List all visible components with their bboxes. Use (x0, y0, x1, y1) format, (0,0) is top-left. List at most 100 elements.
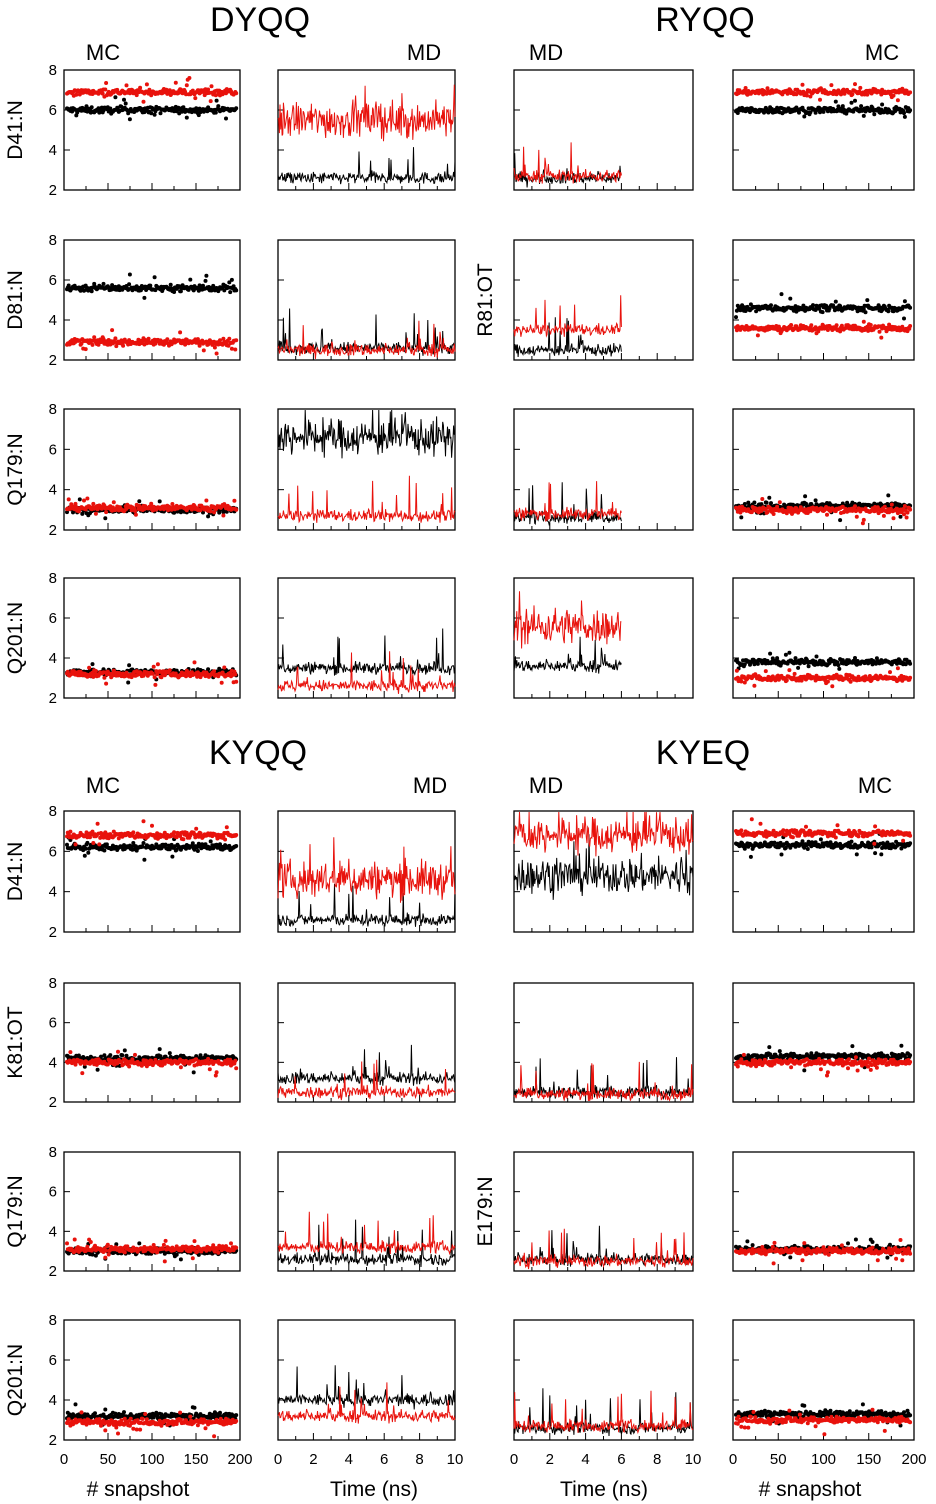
g0-r1-mc-point-red (165, 337, 170, 342)
g1-r1-mc-point-black (865, 298, 870, 303)
g2-r1-mc-point-black (191, 1070, 196, 1075)
g1-r1-mc-point-black (902, 299, 907, 304)
xlabel-snapshot-left: # snapshot (87, 1478, 190, 1501)
g0-r0-mc-ytick-label: 8 (49, 62, 57, 79)
g1-r1-mc-point-black (886, 309, 891, 314)
g1-r1-mc-point-black (863, 310, 868, 315)
g2-r1-mc-point-red (206, 1056, 211, 1061)
g1-r0-mc-point-red (743, 86, 748, 90)
g1-r0-mc-point-black (902, 114, 907, 119)
g1-r3-mc-point-black (755, 661, 760, 666)
g1-r2-mc-point-black (886, 493, 891, 498)
g1-r2-mc-point-red (771, 512, 776, 516)
g0-r2-mc-point-red (212, 510, 217, 515)
g0-r1-mc-point-black (204, 273, 209, 278)
xlabel-time-right: Time (ns) (560, 1478, 648, 1501)
g2-r0-mc-point-red (234, 833, 239, 837)
g1-r2-mc-point-red (882, 504, 887, 509)
g2-r1-mc-ytick-label: 8 (49, 975, 57, 992)
g0-r0-mc-point-red (173, 80, 178, 85)
g1-r0-mc-point-red (853, 82, 857, 87)
g0-r3-mc-point-red (150, 671, 155, 676)
g0-r0-mc-frame (63, 69, 241, 191)
g0-r2-md-trace-red (277, 475, 456, 524)
g0-r2-mc-point-black (80, 511, 85, 516)
g2-r0-mc-point-red (181, 837, 186, 842)
g1-r3-mc-point-black (836, 663, 841, 668)
g0-r1-mc-ytick-label: 4 (49, 312, 57, 329)
g0-r1-mc-point-red (229, 346, 234, 351)
g2-r2-mc-point-black (137, 1241, 142, 1246)
g1-r1-mc-point-black (734, 315, 738, 320)
g1-r2-mc-point-red (902, 512, 906, 517)
g1-r1-mc-point-black (908, 305, 913, 310)
g1-r0-mc-point-black (861, 113, 866, 118)
g0-r2-mc-ytick-label: 6 (49, 441, 57, 458)
g2-r0-mc-point-red (223, 837, 228, 842)
g2-r3-mc-point-black (103, 1407, 108, 1412)
g2-r1-mc-ytick-label: 4 (49, 1054, 57, 1071)
g0-r3-md-frame (277, 577, 456, 699)
g2-r2-mc-point-red (163, 1238, 168, 1243)
g0-r0-mc-point-black (214, 98, 219, 103)
xlabel-snapshot-right: # snapshot (759, 1478, 862, 1501)
g1-r3-mc-point-black (837, 666, 842, 671)
g0-r0-mc-point-black (123, 101, 128, 106)
g1-r1-mc-point-red (908, 324, 913, 328)
g0-r2-mc-point-red (91, 501, 96, 506)
g2-r1-mc-point-red (116, 1049, 120, 1054)
g1-r2-mc-point-black (898, 514, 903, 519)
g1-r1-mc-point-black (820, 310, 825, 315)
g1-r1-md-trace-black (513, 317, 622, 358)
g0-r1-mc-point-black (168, 282, 173, 287)
g0-r2-mc-point-red (204, 498, 209, 503)
g1-r0-mc-point-black (833, 99, 838, 104)
g1-r3-mc-point-red (830, 684, 835, 689)
g0-r1-mc-point-red (195, 337, 200, 342)
g1-r0-mc-point-black (880, 102, 885, 107)
g2-r2-mc-point-black (178, 1257, 183, 1262)
g1-r2-mc-point-red (777, 500, 782, 505)
label-md-ryqq: MD (529, 40, 563, 65)
g2-r2-md-frame (277, 1151, 456, 1272)
g1-r2-mc-point-red (760, 497, 765, 501)
g2-r0-mc-point-black (141, 841, 146, 845)
g0-r0-mc-point-red (234, 91, 239, 96)
g0-r1-mc-point-black (142, 295, 147, 300)
g2-r2-mc-point-red (72, 1237, 77, 1242)
g1-r2-mc-point-black (813, 498, 818, 503)
g0-r0-mc-point-black (184, 115, 189, 120)
g0-r0-mc-ytick-label: 4 (49, 142, 57, 159)
g1-r3-mc-point-black (783, 652, 788, 657)
g0-r2-mc-ytick-label: 8 (49, 401, 57, 418)
g2-r0-mc-point-red (194, 826, 199, 831)
g2-r1-mc-point-red (233, 1058, 238, 1063)
g2-r1-mc-point-red (127, 1064, 132, 1069)
g1-r3-mc-point-red (792, 671, 797, 676)
g0-r1-mc-point-red (183, 342, 188, 347)
g0-r0-mc-point-red (187, 76, 192, 80)
g0-r1-mc-point-red (201, 348, 206, 353)
g0-r2-mc-point-red (149, 501, 154, 506)
g1-r2-mc-point-black (769, 501, 773, 506)
g0-r2-mc-point-red (208, 509, 213, 514)
g0-r0-mc-point-black (196, 113, 201, 118)
g0-r2-mc-point-black (77, 497, 82, 502)
g0-r1-mc-point-red (214, 351, 219, 356)
g2-r2-mc-point-red (234, 1245, 239, 1250)
g1-r3-mc-point-red (739, 679, 744, 684)
g0-r2-mc-point-red (95, 507, 100, 512)
g2-r2-mc-point-red (229, 1241, 233, 1246)
g2-r2-mc-point-black (90, 1252, 95, 1257)
g0-r0-mc-point-black (181, 105, 186, 110)
g0-r1-mc-point-black (127, 282, 132, 287)
g1-r1-mc-point-black (902, 316, 906, 321)
g0-r2-mc-point-red (73, 501, 78, 506)
g1-r3-mc-point-black (814, 654, 819, 659)
g1-r2-mc-point-red (891, 516, 896, 521)
g1-r3-mc-point-red (825, 679, 830, 684)
g0-r3-mc-point-red (155, 662, 160, 667)
g0-r3-mc-point-red (222, 665, 227, 670)
g1-r2-mc-point-red (889, 502, 894, 507)
g0-r1-mc-point-red (92, 335, 97, 340)
